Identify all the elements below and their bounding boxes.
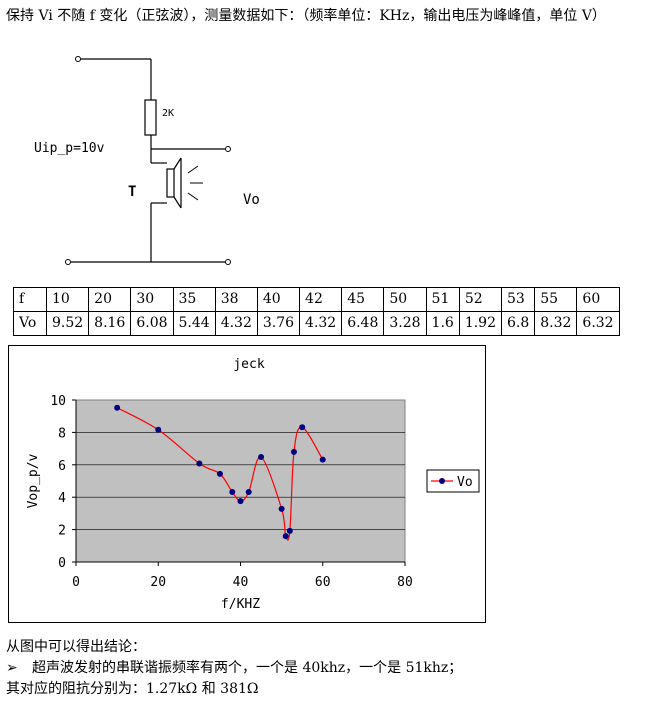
y-tick-label: 2 [58, 524, 66, 539]
output-terminal-bottom [225, 259, 231, 265]
output-label: Vo [243, 192, 260, 208]
data-point [216, 470, 223, 477]
data-point [237, 498, 244, 505]
table-cell-f: 38 [214, 287, 258, 312]
table-cell-f: 45 [341, 287, 385, 312]
table-cell-vo: 6.08 [130, 311, 174, 336]
series-line [116, 407, 324, 541]
table-cell-vo: 4.32 [214, 311, 258, 336]
data-point [278, 505, 285, 512]
table-cell-vo: 1.92 [458, 311, 502, 336]
y-tick-label: 4 [58, 491, 66, 506]
table-cell-f: 55 [534, 287, 578, 312]
table-cell-f: 51 [425, 287, 460, 312]
data-point [258, 454, 265, 461]
table-cell-vo: 6.8 [500, 311, 536, 336]
data-point [114, 404, 121, 411]
resistor [144, 99, 157, 136]
data-point [299, 424, 306, 431]
chart-frame: 0 2 4 6 8 10 0 20 40 60 80 jeck f/KHZ Vop_p/v Vo [8, 345, 486, 623]
chart-svg: 0 2 4 6 8 10 0 20 40 60 80 jeck f/KHZ Vop_p/v Vo [26, 357, 480, 612]
conclusion-bullet: ➢ 超声波发射的串联谐振频率有两个，一个是 40khz，一个是 51khz； [6, 658, 646, 679]
row-label-vo: Vo [13, 311, 47, 336]
table-cell-vo: 8.32 [534, 311, 578, 336]
input-label: Uip_p=10v [34, 141, 105, 156]
table-cell-vo: 3.28 [383, 311, 427, 336]
table-cell-f: 10 [45, 287, 90, 312]
table-cell-f: 30 [130, 287, 174, 312]
y-tick-label: 0 [58, 556, 66, 571]
legend-label: Vo [457, 475, 473, 490]
y-tick-label: 8 [58, 426, 66, 441]
table-cell-f: 50 [383, 287, 427, 312]
x-tick-label: 20 [150, 575, 166, 590]
conclusion-heading: 从图中可以得出结论： [6, 639, 146, 655]
table-cell-f: 53 [500, 287, 536, 312]
plot-area [75, 399, 406, 563]
data-point [319, 456, 326, 463]
x-axis-label: f/KHZ [221, 597, 260, 612]
table-row-frequency: f 10 20 30 35 38 40 42 45 50 51 52 53 55 60 [13, 287, 620, 312]
x-tick-label: 80 [397, 575, 413, 590]
bullet-arrow-icon: ➢ [6, 660, 18, 676]
table-cell-f: 42 [299, 287, 343, 312]
measurement-table: f 10 20 30 35 38 40 42 45 50 51 52 53 55 60 Vo 9.52 8.… [13, 287, 620, 336]
table-cell-f: 52 [458, 287, 502, 312]
conclusion-impedance: 其对应的阻抗分别为：1.27kΩ 和 381Ω [6, 681, 259, 697]
resistor-label: 2K [162, 108, 174, 119]
table-cell-f: 35 [172, 287, 216, 312]
transducer-element [166, 168, 175, 198]
row-label-f: f [13, 287, 47, 312]
data-point [245, 489, 252, 496]
x-tick-label: 40 [233, 575, 249, 590]
x-tick-label: 0 [72, 575, 80, 590]
data-point [286, 527, 293, 534]
y-tick-label: 6 [58, 459, 66, 474]
table-cell-vo: 1.6 [425, 311, 460, 336]
y-tick-label: 10 [50, 394, 66, 409]
table-cell-vo: 5.44 [172, 311, 216, 336]
table-cell-vo: 6.48 [341, 311, 385, 336]
table-cell-f: 60 [576, 287, 620, 312]
chart-title: jeck [233, 357, 264, 372]
table-cell-vo: 3.76 [256, 311, 301, 336]
intro-text: 保持 Vi 不随 f 变化（正弦波），测量数据如下：（频率单位：KHz，输出电压… [6, 8, 606, 24]
x-tick-label: 60 [315, 575, 331, 590]
table-cell-f: 40 [256, 287, 301, 312]
input-terminal-top [75, 56, 81, 62]
table-cell-f: 20 [88, 287, 132, 312]
data-point [155, 426, 162, 433]
table-cell-vo: 8.16 [88, 311, 132, 336]
legend-marker [439, 478, 445, 484]
table-cell-vo: 9.52 [45, 311, 90, 336]
data-point [229, 489, 236, 496]
conclusion-resonance: 超声波发射的串联谐振频率有两个，一个是 40khz，一个是 51khz； [32, 660, 463, 676]
y-axis-label: Vop_p/v [26, 453, 41, 508]
data-point [290, 448, 297, 455]
table-row-vo: Vo 9.52 8.16 6.08 5.44 4.32 3.76 4.32 6.48 3.28 1… [13, 311, 620, 336]
transducer-label: T [128, 184, 136, 200]
input-terminal-bottom [65, 259, 71, 265]
table-cell-vo: 6.32 [576, 311, 620, 336]
output-terminal-top [225, 146, 231, 152]
circuit-diagram: 2K Uip_p=10v T Vo [34, 56, 260, 265]
data-point [196, 460, 203, 467]
conclusion: 从图中可以得出结论： ➢ 超声波发射的串联谐振频率有两个，一个是 40khz，一个… [6, 637, 646, 700]
table-cell-vo: 4.32 [299, 311, 343, 336]
data-point [282, 533, 289, 540]
